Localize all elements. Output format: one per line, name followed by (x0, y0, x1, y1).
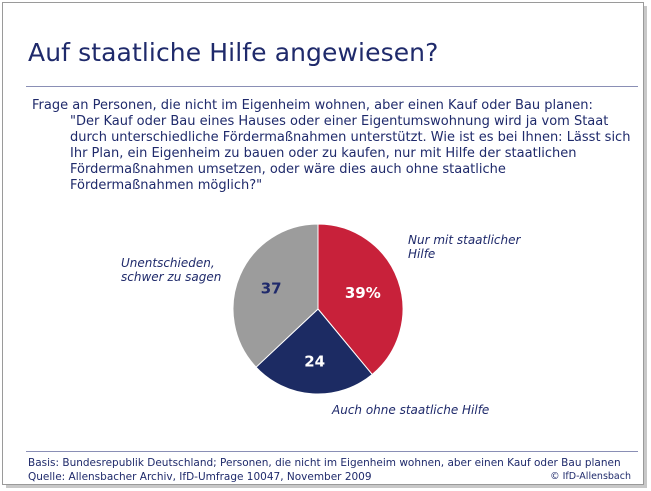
question-quote: "Der Kauf oder Bau eines Hauses oder ein… (70, 114, 631, 193)
title-divider (26, 86, 638, 87)
slide-title: Auf staatliche Hilfe angewiesen? (28, 38, 439, 67)
question-intro: Frage an Personen, die nicht im Eigenhei… (32, 98, 593, 113)
pie-value-label: 39% (345, 284, 381, 302)
pie-slice (232, 223, 319, 368)
survey-question: Frage an Personen, die nicht im Eigenhei… (32, 98, 632, 194)
pie-value-label: 24 (304, 353, 325, 371)
pie-value-label: 37 (261, 280, 282, 298)
pie-category-label: Nur mit staatlicher Hilfe (408, 233, 521, 261)
pie-slice (317, 223, 404, 376)
footer-source: Quelle: Allensbacher Archiv, IfD-Umfrage… (28, 471, 372, 483)
footer-divider (26, 451, 638, 452)
pie-slice (255, 308, 373, 395)
copyright: © IfD-Allensbach (550, 471, 631, 482)
footer-basis: Basis: Bundesrepublik Deutschland; Perso… (28, 457, 621, 469)
frame-shadow-bottom (6, 485, 647, 488)
pie-category-label: Auch ohne staatliche Hilfe (331, 403, 489, 417)
frame-shadow-right (644, 6, 647, 486)
pie-category-label: Unentschieden, schwer zu sagen (121, 256, 221, 284)
